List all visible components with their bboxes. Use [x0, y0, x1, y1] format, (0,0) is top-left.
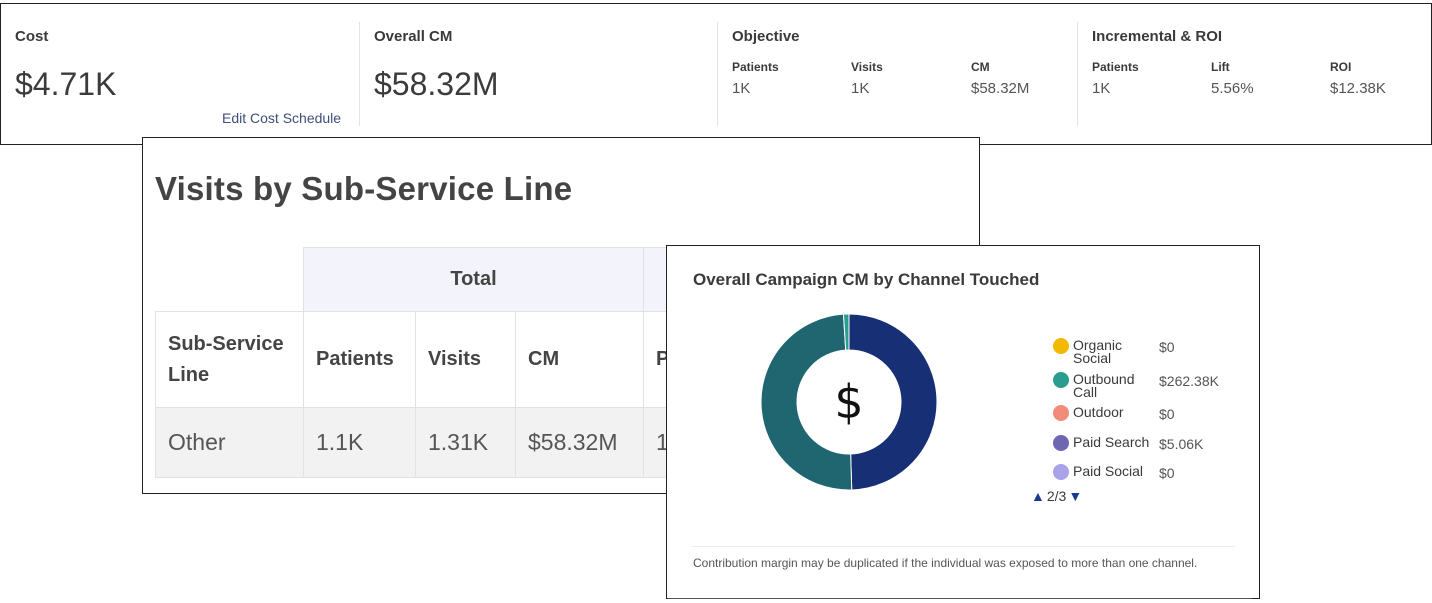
objective-cm-label: CM: [971, 60, 990, 74]
legend-label: Paid Search: [1073, 434, 1150, 450]
triangle-down-icon[interactable]: ▼: [1068, 488, 1083, 504]
objective-patients-value: 1K: [732, 80, 751, 97]
paid-search-swatch-icon: [1053, 435, 1069, 451]
cell-cm: $58.32M: [515, 407, 644, 478]
column-header-patients[interactable]: Patients: [303, 311, 416, 408]
incremental-patients-value: 1K: [1092, 80, 1111, 97]
legend-label: Outbound Call: [1073, 371, 1135, 400]
table-group-header-blank: [155, 247, 304, 312]
cm-donut-chart: $: [760, 313, 938, 491]
cm-footnote: Contribution margin may be duplicated if…: [693, 556, 1198, 570]
legend-value: $262.38K: [1159, 373, 1219, 389]
cell-patients: 1.1K: [303, 407, 416, 478]
legend-label: Organic Social: [1073, 337, 1123, 366]
cell-sub-service-line: Other: [155, 407, 304, 478]
incremental-roi-label: Incremental & ROI: [1092, 28, 1223, 45]
footnote-divider: [691, 546, 1235, 547]
legend-pager: ▲ 2/3 ▼: [1031, 488, 1082, 504]
campaign-cm-title: Overall Campaign CM by Channel Touched: [693, 270, 1040, 289]
objective-visits-label: Visits: [851, 60, 883, 74]
incremental-roi-value: $12.38K: [1330, 80, 1386, 97]
kpi-divider: [717, 22, 718, 126]
outdoor-swatch-icon: [1053, 405, 1069, 421]
edit-cost-schedule-link[interactable]: Edit Cost Schedule: [222, 110, 342, 126]
kpi-divider: [359, 22, 360, 126]
total-group-header: Total: [303, 247, 644, 312]
cost-value: $4.71K: [15, 66, 117, 102]
visits-card-title: Visits by Sub-Service Line: [155, 170, 573, 207]
objective-kpi: Objective Patients 1K Visits 1K CM $58.3…: [718, 4, 1077, 128]
kpi-divider: [1077, 22, 1078, 126]
incremental-patients-label: Patients: [1092, 60, 1139, 74]
donut-hole: [797, 350, 901, 454]
column-header-label: Sub-Service Line: [168, 332, 284, 386]
incremental-roi-kpi: Incremental & ROI Patients 1K Lift 5.56%…: [1078, 4, 1432, 128]
cell-visits: 1.31K: [415, 407, 516, 478]
legend-value: $0: [1159, 406, 1175, 422]
cost-label: Cost: [15, 28, 49, 45]
legend-label: Paid Social: [1073, 463, 1144, 479]
incremental-roi-sub-label: ROI: [1330, 60, 1352, 74]
legend-value: $5.06K: [1159, 436, 1204, 452]
dollar-icon: $: [834, 375, 863, 429]
incremental-lift-label: Lift: [1211, 60, 1230, 74]
legend-value: $0: [1159, 465, 1175, 481]
table-group-header-row: Total: [155, 247, 704, 312]
objective-patients-label: Patients: [732, 60, 779, 74]
pager-text: 2/3: [1046, 488, 1067, 504]
cost-kpi: Cost $4.71K Edit Cost Schedule: [1, 4, 359, 128]
objective-visits-value: 1K: [851, 80, 870, 97]
card-edge-line: [668, 598, 1252, 599]
overall-cm-kpi: Overall CM $58.32M: [360, 4, 717, 128]
table-column-header-row: Sub-Service Line Patients Visits CM P: [155, 311, 704, 408]
triangle-up-icon[interactable]: ▲: [1031, 488, 1045, 504]
organic-social-swatch-icon: [1053, 338, 1069, 354]
overall-campaign-cm-card: Overall Campaign CM by Channel Touched $…: [666, 245, 1260, 599]
objective-label: Objective: [732, 28, 800, 45]
column-header-cm[interactable]: CM: [515, 311, 644, 408]
visits-table: Total Sub-Service Line Patients Visits C…: [155, 247, 704, 478]
paid-social-swatch-icon: [1053, 464, 1069, 480]
overall-cm-value: $58.32M: [374, 66, 499, 102]
overall-cm-label: Overall CM: [374, 28, 453, 45]
legend-value: $0: [1159, 339, 1175, 355]
objective-cm-value: $58.32M: [971, 80, 1030, 97]
column-header-visits[interactable]: Visits: [415, 311, 516, 408]
column-header-sub-service-line[interactable]: Sub-Service Line: [155, 311, 304, 408]
legend-label: Outdoor: [1073, 404, 1124, 420]
table-row: Other 1.1K 1.31K $58.32M 1: [155, 407, 704, 478]
kpi-summary-strip: Cost $4.71K Edit Cost Schedule Overall C…: [0, 3, 1432, 145]
incremental-lift-value: 5.56%: [1211, 80, 1254, 97]
outbound-call-swatch-icon: [1053, 372, 1069, 388]
